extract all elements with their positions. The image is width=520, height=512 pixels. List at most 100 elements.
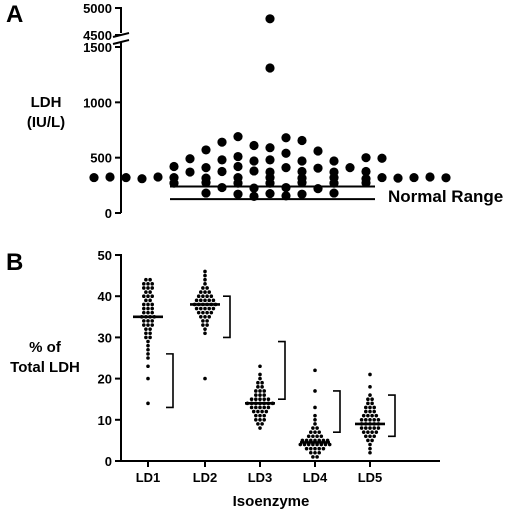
panel-b-category-label: LD1: [136, 470, 161, 485]
panel-b-y-tick-label: 0: [105, 454, 112, 469]
panel-a-point: [233, 161, 243, 172]
panel-b-ylabel-line1: % of: [29, 339, 62, 356]
panel-b-point: [366, 438, 370, 443]
panel-b-point: [146, 310, 150, 315]
panel-a-point: [265, 178, 275, 188]
panel-a-point: [89, 172, 99, 183]
panel-b-point: [148, 327, 152, 331]
panel-b-point: [372, 434, 377, 439]
panel-b-point: [304, 446, 309, 451]
panel-b-point: [146, 364, 150, 369]
panel-b-point: [201, 286, 205, 290]
panel-b-category-label: LD2: [193, 470, 218, 485]
panel-b-point: [203, 331, 207, 336]
panel-a-point: [377, 172, 387, 183]
panel-b-point: [368, 446, 372, 451]
panel-b-point: [311, 434, 315, 439]
panel-a-point: [233, 189, 243, 199]
panel-b-point: [372, 418, 377, 422]
panel-b-point: [368, 393, 372, 397]
panel-a-point: [185, 154, 195, 164]
panel-b-point: [203, 277, 207, 282]
panel-b-point: [317, 446, 322, 451]
panel-b-point: [150, 294, 154, 299]
panel-b-point: [205, 286, 209, 290]
panel-b-point: [313, 413, 317, 418]
panel-a-point: [361, 166, 371, 177]
panel-b-point: [366, 430, 370, 434]
panel-b-point: [146, 302, 150, 307]
panel-b-point: [194, 298, 199, 303]
panel-b-point: [148, 290, 152, 294]
panel-a-y-tick-label: 0: [105, 206, 112, 221]
panel-b-point: [203, 282, 207, 286]
panel-b-point: [313, 446, 317, 451]
panel-b-normal-range-brackets: [166, 295, 396, 438]
panel-b-point: [311, 455, 315, 459]
panel-b-point: [254, 393, 258, 397]
panel-a-point: [313, 146, 323, 156]
panel-b-point: [366, 413, 370, 418]
panel-b-point: [148, 331, 152, 336]
normal-range-label: Normal Range: [388, 187, 503, 206]
panel-b-point: [199, 315, 203, 319]
panel-b-point: [313, 422, 317, 426]
panel-a-point: [233, 151, 243, 162]
panel-b-point: [372, 426, 377, 430]
panel-b-point: [317, 430, 322, 434]
panel-b-point: [313, 368, 317, 373]
panel-b-point: [144, 277, 148, 282]
panel-b-point: [146, 347, 150, 352]
panel-b-point: [370, 401, 374, 406]
panel-b-y-tick-label: 30: [98, 330, 112, 345]
panel-b-point: [142, 319, 146, 323]
panel-b-normal-range-bracket: [388, 394, 396, 438]
panel-b-point: [203, 327, 207, 331]
panel-b-point: [262, 393, 267, 397]
panel-a-point: [265, 14, 275, 24]
panel-b-point: [313, 430, 317, 434]
panel-b-points: [139, 269, 381, 459]
panel-b-point: [256, 385, 260, 389]
panel-b-point: [146, 306, 150, 311]
panel-b-point: [150, 310, 154, 315]
panel-b-point: [361, 413, 366, 418]
panel-a-point: [249, 166, 259, 176]
panel-a-point: [153, 172, 163, 182]
panel-a-y-tick-label: 1000: [83, 95, 112, 110]
panel-b-point: [262, 389, 267, 393]
panel-b-point: [266, 397, 271, 402]
panel-a-point: [233, 178, 243, 188]
panel-a-point: [185, 167, 195, 177]
panel-b-point: [146, 339, 150, 344]
panel-b-point: [258, 364, 262, 369]
panel-a-ylabel-line1: LDH: [31, 94, 62, 111]
panel-b-point: [201, 319, 205, 323]
panel-b-point: [264, 409, 269, 414]
panel-b-category-label: LD4: [303, 470, 328, 485]
panel-b-label: B: [6, 249, 23, 276]
panel-a-point: [169, 178, 179, 188]
panel-b-point: [142, 310, 146, 315]
panel-a-point: [217, 137, 227, 147]
panel-a-point: [361, 178, 371, 188]
panel-b-point: [364, 434, 368, 439]
panel-b-point: [201, 323, 205, 327]
panel-b-point: [144, 327, 148, 331]
panel-a-point: [345, 163, 355, 173]
panel-b-point: [146, 294, 150, 299]
panel-b-point: [150, 282, 154, 286]
panel-a-point: [297, 135, 307, 146]
panel-b-point: [194, 306, 199, 311]
panel-b-point: [366, 401, 370, 406]
panel-b-point: [209, 310, 214, 315]
panel-b-point: [262, 397, 267, 402]
panel-b-point: [368, 434, 372, 439]
panel-a-point: [233, 132, 243, 142]
panel-b-y-tick-label: 10: [98, 413, 112, 428]
panel-a-point: [105, 172, 115, 182]
panel-b-point: [370, 413, 374, 418]
panel-b-point: [148, 298, 152, 303]
panel-b-point: [142, 302, 146, 307]
panel-a-point: [297, 166, 307, 177]
